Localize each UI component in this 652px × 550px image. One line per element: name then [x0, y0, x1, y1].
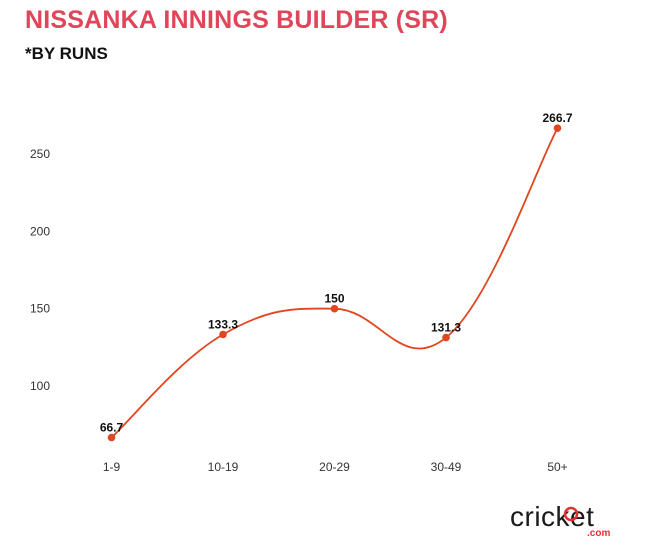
- data-point: [330, 304, 339, 313]
- y-tick-label: 100: [30, 379, 50, 393]
- data-points: [107, 124, 562, 442]
- data-label: 133.3: [208, 317, 238, 331]
- series-line: [110, 127, 559, 439]
- y-tick-label: 200: [30, 224, 50, 238]
- logo-ball-icon: [563, 506, 579, 522]
- y-tick-label: 150: [30, 302, 50, 316]
- x-axis-ticks: 1-9 10-19 20-29 30-49 50+: [103, 460, 568, 474]
- data-label: 266.7: [542, 111, 572, 125]
- data-point: [553, 124, 562, 132]
- x-tick-label: 1-9: [103, 460, 121, 474]
- x-tick-label: 10-19: [208, 460, 239, 474]
- x-tick-label: 20-29: [319, 460, 350, 474]
- data-point: [442, 333, 450, 342]
- x-tick-label: 30-49: [431, 460, 462, 474]
- logo-subtext: .com: [587, 528, 610, 539]
- data-label: 66.7: [100, 421, 124, 435]
- data-label: 131.3: [431, 321, 461, 335]
- chart-subtitle: *BY RUNS: [25, 44, 108, 63]
- data-labels: 66.7 133.3 150 131.3 266.7: [100, 111, 573, 434]
- logo-text: cricket: [510, 501, 594, 532]
- chart-title: NISSANKA INNINGS BUILDER (SR): [25, 6, 448, 34]
- cricket-com-logo: cricket .com: [510, 501, 610, 539]
- data-point: [107, 433, 116, 442]
- y-axis-ticks: 100 150 200 250: [30, 147, 50, 393]
- x-tick-label: 50+: [547, 460, 567, 474]
- data-label: 150: [324, 292, 344, 306]
- data-point: [219, 330, 227, 339]
- y-tick-label: 250: [30, 147, 50, 161]
